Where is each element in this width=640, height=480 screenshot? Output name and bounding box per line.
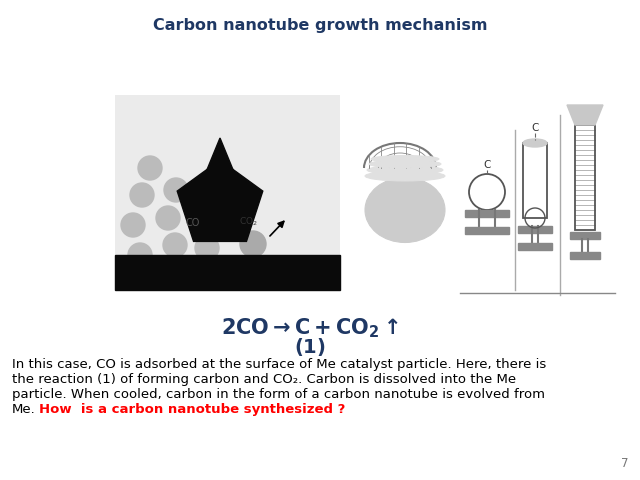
Circle shape xyxy=(121,213,145,237)
Circle shape xyxy=(163,233,187,257)
Bar xyxy=(523,143,547,218)
Bar xyxy=(115,95,340,290)
Text: $\mathbf{2CO \rightarrow C + CO_2\uparrow}$: $\mathbf{2CO \rightarrow C + CO_2\uparro… xyxy=(221,316,399,340)
Polygon shape xyxy=(567,105,603,125)
Circle shape xyxy=(156,206,180,230)
Text: How  is a carbon nanotube synthesized ?: How is a carbon nanotube synthesized ? xyxy=(39,403,346,416)
Text: C: C xyxy=(531,123,539,133)
Circle shape xyxy=(164,178,188,202)
Text: $\mathbf{(1)}$: $\mathbf{(1)}$ xyxy=(294,336,326,358)
Text: Me.: Me. xyxy=(12,403,36,416)
Ellipse shape xyxy=(523,139,547,147)
Ellipse shape xyxy=(369,160,441,168)
Text: C: C xyxy=(483,160,491,170)
Circle shape xyxy=(195,236,219,260)
Ellipse shape xyxy=(365,171,445,181)
Bar xyxy=(570,252,600,259)
Text: particle. When cooled, carbon in the form of a carbon nanotube is evolved from: particle. When cooled, carbon in the for… xyxy=(12,388,545,401)
Polygon shape xyxy=(204,138,236,177)
Text: Carbon nanotube growth mechanism: Carbon nanotube growth mechanism xyxy=(153,18,487,33)
Bar xyxy=(518,226,552,233)
Bar xyxy=(575,125,595,230)
Text: CO$_2$: CO$_2$ xyxy=(239,216,258,228)
Text: CO: CO xyxy=(186,218,200,228)
Bar xyxy=(465,227,509,234)
Bar xyxy=(115,255,340,290)
Bar xyxy=(570,232,600,239)
Circle shape xyxy=(240,231,266,257)
Bar xyxy=(518,243,552,250)
Ellipse shape xyxy=(365,178,445,242)
Ellipse shape xyxy=(371,156,439,163)
Circle shape xyxy=(138,156,162,180)
Text: the reaction (1) of forming carbon and CO₂. Carbon is dissolved into the Me: the reaction (1) of forming carbon and C… xyxy=(12,373,516,386)
Polygon shape xyxy=(177,160,263,241)
Text: 7: 7 xyxy=(621,457,628,470)
Bar xyxy=(465,210,509,217)
Text: In this case, CO is adsorbed at the surface of Me catalyst particle. Here, there: In this case, CO is adsorbed at the surf… xyxy=(12,358,547,371)
Circle shape xyxy=(130,183,154,207)
Ellipse shape xyxy=(367,166,443,175)
Circle shape xyxy=(128,243,152,267)
